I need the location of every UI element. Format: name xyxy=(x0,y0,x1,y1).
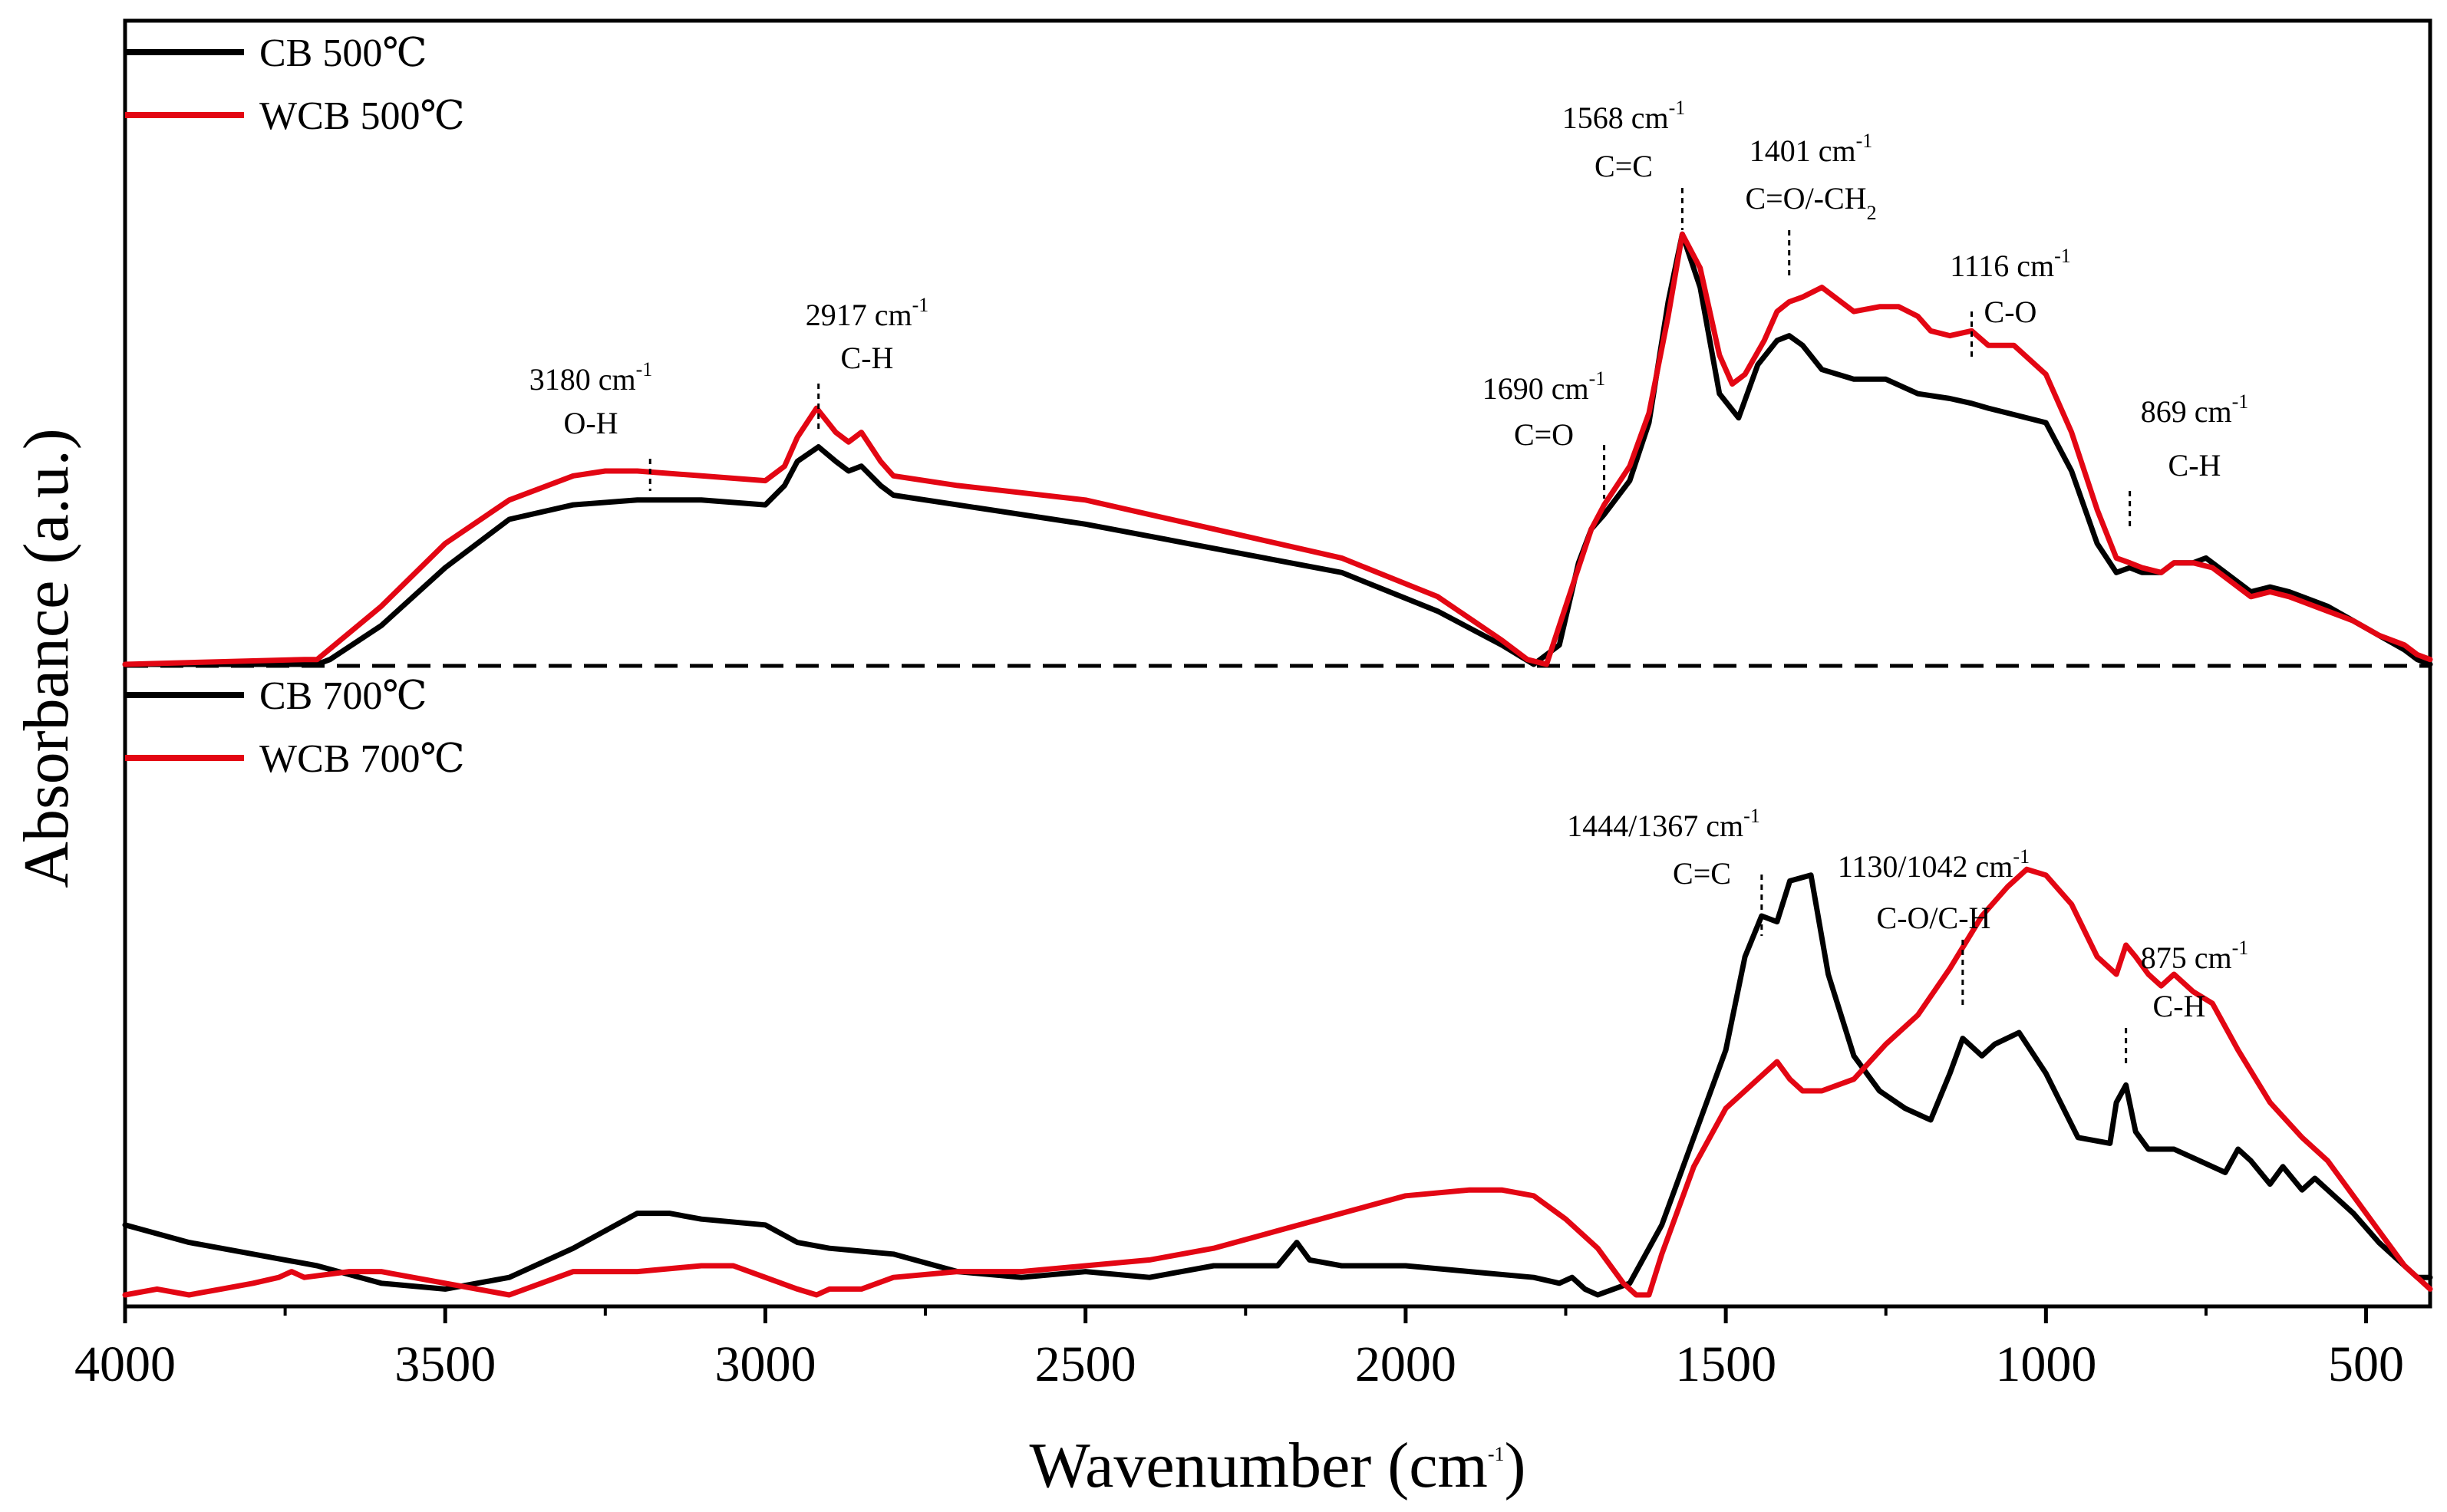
annotation-wavenumber-1116: 1116 cm-1 xyxy=(1950,245,2071,283)
series-line-CB-700C xyxy=(122,872,2433,1298)
x-tick-label-1000: 1000 xyxy=(1995,1336,2096,1392)
x-tick-label-2500: 2500 xyxy=(1035,1336,1136,1392)
legend-label-0-0: CB 500℃ xyxy=(259,31,427,75)
annotation-layer: 3180 cm-1 O-H 2917 cm-1 C-H 1690 cm-1 C=O 1568… xyxy=(529,97,2249,1066)
x-axis-ticks: 4000 3500 3000 2500 2000 1500 1000 500 xyxy=(74,1306,2404,1392)
annotation-group-1568: C=C xyxy=(1595,149,1653,183)
annotation-wavenumber-2917: 2917 cm-1 xyxy=(806,294,929,332)
legend-label-0-1: WCB 500℃ xyxy=(259,94,465,138)
x-axis-title: Wavenumber (cm-1) xyxy=(1030,1430,1526,1501)
annotation-group-1130: C-O/C-H xyxy=(1877,901,1991,935)
annotation-group-1444: C=C xyxy=(1673,856,1731,891)
x-tick-label-3000: 3000 xyxy=(714,1336,816,1392)
series-line-WCB-500C xyxy=(122,231,2433,667)
annotation-wavenumber-1568: 1568 cm-1 xyxy=(1562,97,1686,135)
y-axis-title: Absorbance (a.u.) xyxy=(11,428,82,888)
annotation-group-875: C-H xyxy=(2153,989,2206,1023)
annotation-group-1401: C=O/-CH2 xyxy=(1745,181,1876,224)
x-tick-label-3500: 3500 xyxy=(394,1336,496,1392)
annotation-wavenumber-875: 875 cm-1 xyxy=(2141,937,2249,975)
annotation-wavenumber-3180: 3180 cm-1 xyxy=(529,358,653,397)
series-layer xyxy=(122,231,2433,1298)
annotation-group-1116: C-O xyxy=(1984,295,2037,329)
x-tick-label-4000: 4000 xyxy=(74,1336,176,1392)
annotation-group-3180: O-H xyxy=(563,406,618,440)
x-tick-label-500: 500 xyxy=(2328,1336,2404,1392)
annotation-wavenumber-869: 869 cm-1 xyxy=(2141,390,2249,429)
series-line-CB-500C xyxy=(122,231,2433,667)
annotation-wavenumber-1690: 1690 cm-1 xyxy=(1482,367,1606,406)
annotation-group-1690: C=O xyxy=(1514,417,1574,452)
series-line-WCB-700C xyxy=(122,866,2433,1298)
legend-layer: CB 500℃ WCB 500℃ CB 700℃ WCB 700℃ xyxy=(125,31,465,781)
legend-label-1-0: CB 700℃ xyxy=(259,674,427,718)
x-tick-label-2000: 2000 xyxy=(1355,1336,1456,1392)
annotation-wavenumber-1130: 1130/1042 cm-1 xyxy=(1838,845,2030,884)
x-tick-label-1500: 1500 xyxy=(1675,1336,1776,1392)
legend-label-1-1: WCB 700℃ xyxy=(259,737,465,781)
annotation-wavenumber-1401: 1401 cm-1 xyxy=(1750,130,1873,168)
annotation-group-869: C-H xyxy=(2168,448,2221,483)
annotation-wavenumber-1444: 1444/1367 cm-1 xyxy=(1567,805,1760,843)
annotation-group-2917: C-H xyxy=(841,341,894,375)
plot-frame xyxy=(123,18,2432,1309)
